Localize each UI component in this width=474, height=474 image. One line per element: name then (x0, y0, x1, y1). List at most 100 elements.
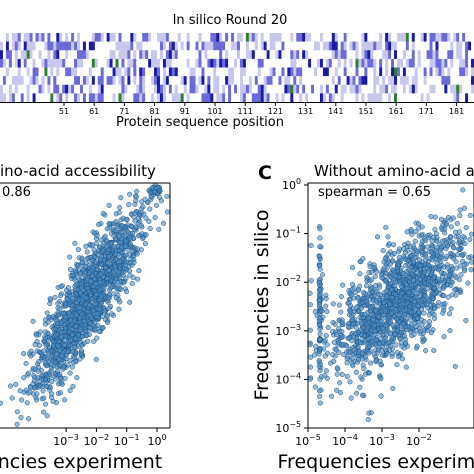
heatmap-cell (201, 33, 205, 42)
scatter-point (134, 246, 141, 252)
heatmap-cell (14, 33, 19, 42)
scatter-point (48, 368, 54, 374)
heatmap-cell (68, 93, 72, 103)
scatter-point (349, 317, 355, 323)
heatmap-cell (29, 93, 33, 103)
heatmap-cell (272, 50, 276, 60)
heatmap-cell (242, 93, 247, 103)
heatmap-cell (183, 76, 187, 86)
heatmap-cell (343, 50, 347, 60)
heatmap-cell (367, 76, 371, 86)
scatter-point (44, 413, 50, 419)
heatmap-cell (186, 58, 190, 68)
heatmap-cell (331, 67, 336, 77)
scatter-point (98, 237, 104, 243)
heatmap-cell (5, 58, 10, 68)
heatmap-cell (299, 50, 303, 60)
scatter-point (129, 280, 135, 286)
heatmap-cell (388, 50, 392, 60)
heatmap-cell (316, 67, 321, 77)
scatter-point (50, 313, 56, 320)
scatter-point (141, 211, 147, 217)
heatmap-cell (91, 76, 96, 86)
scatter-point (400, 321, 406, 327)
heatmap-cell (201, 84, 205, 94)
heatmap-cell (109, 50, 113, 60)
heatmap-cell (349, 58, 353, 68)
heatmap-cell (314, 33, 318, 42)
scatter-point (33, 332, 40, 338)
heatmap-cell (239, 76, 244, 86)
scatter-point (73, 312, 79, 318)
heatmap-cell (204, 33, 208, 42)
heatmap-cell (450, 41, 454, 51)
scatter-point (111, 291, 117, 297)
heatmap-cell (322, 76, 327, 86)
scatter-point (118, 195, 124, 201)
heatmap-cell (379, 41, 383, 51)
scatter-point (117, 205, 123, 211)
heatmap-cell (417, 41, 421, 51)
heatmap-cell (447, 58, 451, 68)
heatmap-cell (402, 93, 407, 103)
heatmap-cell (11, 67, 16, 77)
scatter-point (408, 309, 414, 315)
heatmap-cell (269, 33, 273, 42)
scatter-point (156, 194, 163, 200)
heatmap-tick-label: 181 (449, 107, 464, 116)
heatmap-cell (157, 76, 161, 86)
heatmap-cell (29, 76, 33, 86)
scatter-point (323, 296, 329, 302)
scatter-point (349, 345, 356, 351)
heatmap-cell (23, 67, 27, 77)
panel-b-xlabel: ncies experiment (0, 451, 162, 473)
heatmap-cell (151, 67, 155, 77)
heatmap-cell (322, 58, 327, 68)
heatmap-cell (127, 76, 131, 86)
scatter-point (59, 353, 65, 359)
scatter-point (35, 368, 41, 374)
heatmap-cell (340, 41, 344, 51)
heatmap-cell (251, 76, 256, 86)
heatmap-cell (44, 50, 48, 60)
heatmap-cell (453, 41, 457, 51)
heatmap-cell (355, 67, 359, 77)
heatmap-cell (305, 41, 309, 51)
heatmap-cell (145, 67, 149, 77)
heatmap-cell (56, 67, 60, 77)
heatmap-cell (139, 93, 143, 103)
heatmap-cell (423, 50, 427, 60)
heatmap-cell (207, 58, 211, 68)
panel-c-frame (307, 182, 474, 429)
heatmap-cell (62, 33, 66, 42)
heatmap-cell (94, 93, 99, 103)
heatmap-cell (284, 93, 288, 103)
heatmap-cell (228, 50, 232, 60)
heatmap-cell (35, 93, 39, 103)
heatmap-cell (266, 93, 270, 103)
scatter-point (69, 331, 76, 337)
heatmap-cell (85, 50, 90, 60)
scatter-point (316, 292, 322, 298)
heatmap-cell (222, 50, 226, 60)
scatter-point (69, 364, 75, 370)
heatmap-cell (346, 33, 350, 42)
scatter-point (84, 332, 90, 338)
heatmap-cell (56, 33, 60, 42)
heatmap-cell (62, 58, 66, 68)
heatmap-cell (337, 76, 341, 86)
heatmap-cell (115, 58, 119, 68)
scatter-point (84, 276, 90, 282)
scatter-point (112, 244, 118, 250)
heatmap-cell (201, 67, 205, 77)
heatmap-cell (17, 76, 22, 86)
scatter-point (365, 336, 371, 342)
heatmap-cell (305, 84, 309, 94)
heatmap-cell (331, 33, 336, 42)
heatmap-cell (162, 58, 167, 68)
panel-c-xtick-label: 10−5 (295, 433, 321, 448)
scatter-point (60, 364, 66, 370)
heatmap-cell (157, 41, 161, 51)
heatmap-cell (17, 93, 22, 103)
